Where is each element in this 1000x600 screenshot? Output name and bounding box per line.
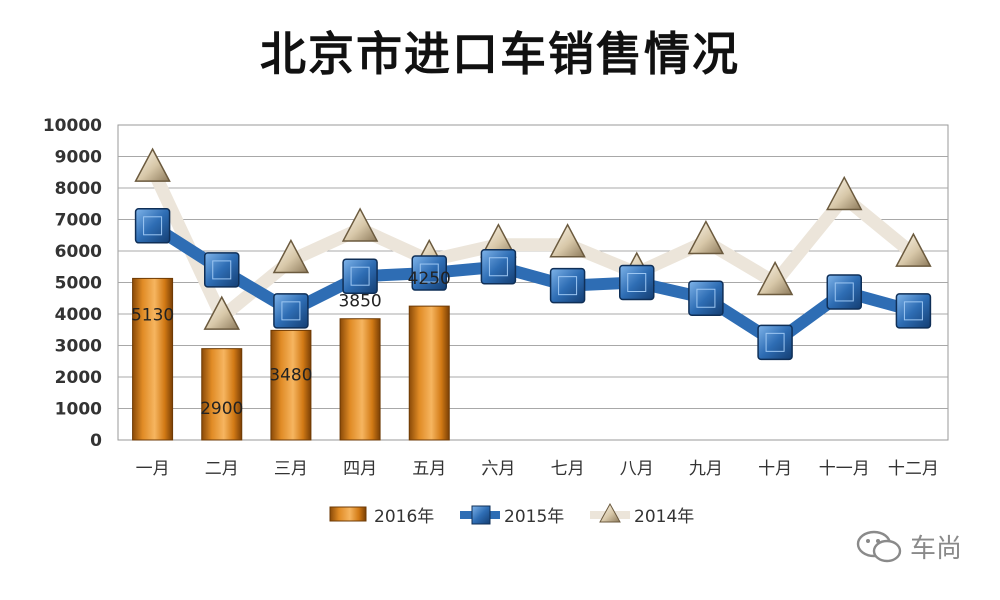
- legend-item: 2015年: [460, 505, 564, 527]
- marker-2014: [826, 175, 863, 211]
- marker-2014: [341, 207, 379, 242]
- marker-2014: [687, 219, 725, 255]
- marker-2015: [549, 267, 586, 304]
- bar-2016: [408, 305, 450, 441]
- chart-title: 北京市进口车销售情况: [260, 27, 740, 81]
- y-tick-label: 8000: [55, 179, 102, 199]
- marker-2014: [549, 223, 586, 258]
- x-tick-label: 九月: [689, 459, 723, 479]
- bar-2016: [132, 277, 174, 441]
- y-tick-label: 1000: [55, 400, 102, 420]
- marker-2014: [756, 260, 794, 296]
- marker-2015-inner: [903, 301, 923, 321]
- legend-marker-2014: [599, 502, 621, 523]
- y-tick-label: 5000: [55, 274, 102, 294]
- x-tick-label: 六月: [481, 459, 515, 479]
- bar-data-label: 4250: [408, 269, 451, 289]
- bar-2016: [339, 318, 381, 441]
- legend-swatch-2016: [329, 506, 367, 522]
- legend-label: 2014年: [634, 507, 694, 527]
- marker-2015-inner: [281, 301, 301, 321]
- legend-marker-2015: [471, 505, 491, 525]
- legend-item: 2016年: [329, 506, 434, 527]
- marker-2015-inner: [696, 288, 716, 308]
- marker-2015: [895, 293, 932, 329]
- legend-label: 2015年: [504, 507, 564, 527]
- watermark-text: 车尚: [909, 534, 962, 564]
- legend-item: 2014年: [590, 502, 694, 527]
- marker-2015: [826, 274, 862, 310]
- marker-2015-inner: [627, 273, 647, 292]
- marker-2015: [273, 293, 309, 329]
- x-tick-label: 四月: [343, 459, 377, 479]
- x-tick-label: 十二月: [888, 459, 939, 479]
- marker-2015-inner: [143, 216, 163, 236]
- bar-2016: [201, 348, 243, 441]
- marker-2015: [204, 252, 240, 288]
- marker-2015-inner: [765, 332, 785, 352]
- y-tick-label: 0: [90, 431, 102, 451]
- marker-2015-inner: [212, 260, 232, 280]
- marker-2015: [134, 208, 171, 244]
- marker-2015: [480, 249, 517, 285]
- marker-2014: [134, 147, 171, 182]
- marker-2014: [272, 238, 310, 274]
- marker-2015-inner: [419, 263, 439, 283]
- marker-2014: [203, 295, 240, 330]
- y-tick-label: 9000: [55, 148, 102, 168]
- x-tick-label: 二月: [205, 459, 239, 479]
- x-tick-label: 一月: [136, 459, 170, 479]
- x-tick-label: 七月: [551, 459, 585, 479]
- x-tick-label: 八月: [620, 459, 654, 479]
- bar-data-label: 2900: [200, 399, 243, 419]
- bar-2016: [270, 329, 312, 441]
- bar-data-label: 5130: [131, 305, 174, 325]
- x-tick-label: 五月: [412, 459, 446, 479]
- marker-2015: [757, 324, 793, 361]
- marker-2015: [619, 264, 655, 301]
- y-tick-label: 7000: [55, 211, 102, 231]
- bar-data-label: 3480: [269, 365, 312, 385]
- marker-2015: [688, 280, 724, 316]
- watermark: 车尚: [856, 528, 962, 565]
- y-tick-label: 10000: [43, 116, 102, 136]
- marker-2015-inner: [488, 257, 508, 277]
- y-tick-label: 3000: [55, 337, 102, 357]
- wechat-icon: [856, 530, 902, 562]
- legend-label: 2016年: [374, 507, 434, 527]
- x-tick-label: 十一月: [819, 459, 870, 479]
- marker-2015: [342, 258, 378, 294]
- marker-2015-inner: [558, 276, 578, 296]
- x-tick-label: 十月: [758, 459, 792, 479]
- bar-data-label: 3850: [338, 292, 381, 312]
- x-tick-label: 三月: [274, 459, 308, 479]
- y-tick-label: 2000: [55, 368, 102, 388]
- y-tick-label: 4000: [55, 305, 102, 325]
- y-tick-label: 6000: [55, 242, 102, 262]
- marker-2015-inner: [834, 282, 854, 302]
- marker-2015-inner: [350, 266, 370, 286]
- marker-2014: [895, 232, 932, 267]
